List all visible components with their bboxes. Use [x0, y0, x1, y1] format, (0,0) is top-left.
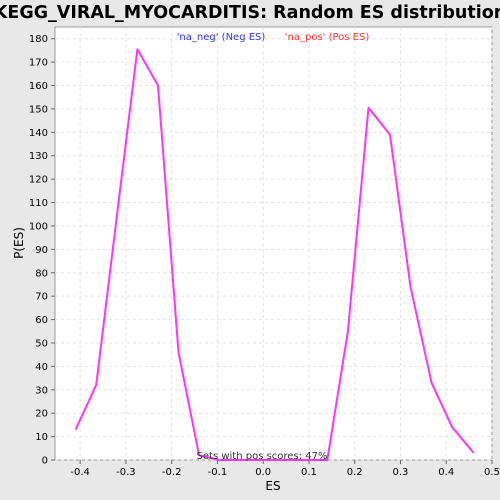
x-tick-label: 0.3	[393, 467, 409, 478]
y-tick-label: 100	[29, 221, 48, 232]
y-tick-label: 110	[29, 198, 48, 209]
y-tick-label: 30	[35, 385, 48, 396]
y-axis-label: P(ES)	[12, 227, 26, 259]
grid	[55, 27, 493, 461]
y-tick-label: 130	[29, 151, 48, 162]
y-tick-label: 120	[29, 175, 48, 186]
series-layer	[74, 48, 475, 461]
y-tick-label: 150	[29, 104, 48, 115]
y-tick-label: 90	[35, 245, 48, 256]
axes: 0 10 20 30 40 50 60 70 80 90 100 110 120 130 140 150 160…	[29, 34, 500, 478]
y-tick-label: 140	[29, 128, 48, 139]
x-tick-label: -0.1	[208, 467, 228, 478]
y-tick-label: 10	[35, 432, 48, 443]
y-tick-label: 70	[35, 292, 48, 303]
y-tick-label: 80	[35, 268, 48, 279]
x-axis-label: ES	[265, 479, 280, 493]
x-tick-label: 0.5	[484, 467, 500, 478]
x-tick-label: 0.1	[301, 467, 317, 478]
chart-title: KEGG_VIRAL_MYOCARDITIS: Random ES distri…	[0, 3, 500, 23]
x-tick-label: -0.4	[70, 467, 90, 478]
y-tick-label: 180	[29, 34, 48, 45]
y-tick-label: 160	[29, 81, 48, 92]
y-tick-label: 0	[42, 456, 48, 467]
y-tick-label: 60	[35, 315, 48, 326]
legend-item-pos: 'na_pos' (Pos ES)	[285, 32, 370, 43]
x-tick-label: -0.3	[116, 467, 136, 478]
y-tick-label: 20	[35, 409, 48, 420]
legend-item-neg: 'na_neg' (Neg ES)	[177, 32, 266, 43]
x-tick-label: 0.4	[438, 467, 454, 478]
x-tick-label: -0.2	[162, 467, 182, 478]
series-line	[74, 48, 475, 461]
y-tick-label: 50	[35, 338, 48, 349]
x-tick-label: 0.2	[347, 467, 363, 478]
y-tick-label: 40	[35, 362, 48, 373]
plot-area	[54, 26, 493, 461]
y-tick-label: 170	[29, 58, 48, 69]
pos-scores-annotation: Sets with pos scores: 47%	[197, 451, 328, 462]
x-tick-label: 0.0	[255, 467, 271, 478]
